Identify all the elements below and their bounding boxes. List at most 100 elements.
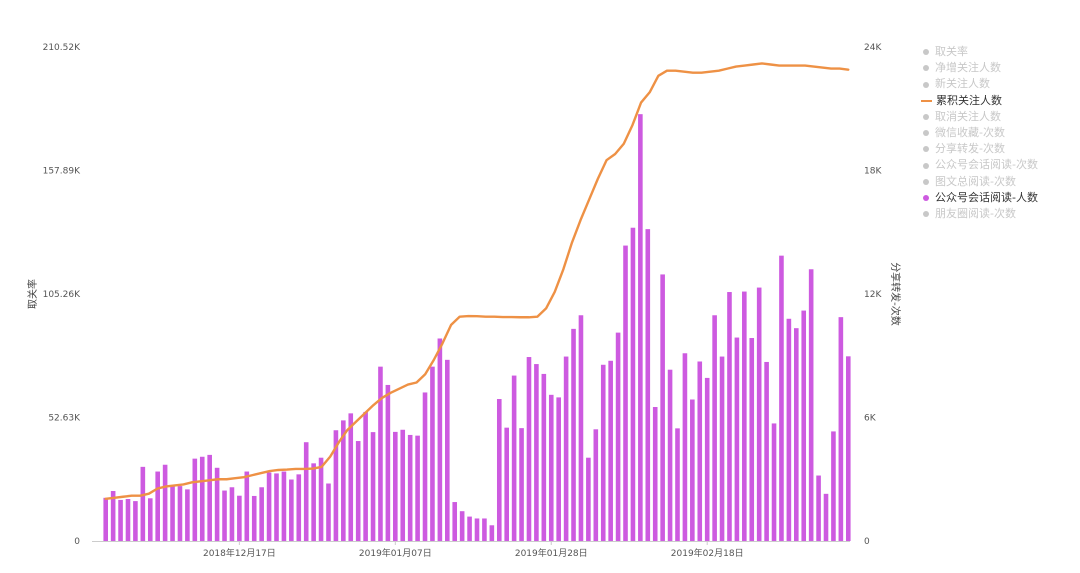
bar bbox=[474, 518, 480, 541]
legend-item[interactable]: 累积关注人数 bbox=[920, 93, 1038, 109]
bar bbox=[489, 525, 495, 541]
bar bbox=[147, 498, 153, 541]
bar bbox=[118, 499, 123, 541]
bar bbox=[630, 227, 636, 542]
bar bbox=[593, 429, 599, 541]
bar bbox=[222, 490, 227, 541]
bar bbox=[667, 369, 673, 541]
bar bbox=[229, 487, 235, 541]
legend-label: 取消关注人数 bbox=[935, 109, 1001, 123]
legend-dot-marker bbox=[923, 113, 929, 120]
legend-item[interactable]: 图文总阅读-次数 bbox=[920, 174, 1038, 190]
x-tick-label: 2019年01月07日 bbox=[359, 547, 432, 559]
legend-item[interactable]: 净增关注人数 bbox=[920, 60, 1038, 76]
bar bbox=[816, 475, 821, 541]
legend-label: 取关率 bbox=[935, 45, 968, 58]
bar bbox=[838, 317, 844, 541]
legend-item[interactable]: 公众号会话阅读-人数 bbox=[920, 190, 1038, 206]
bar bbox=[786, 318, 792, 541]
bar bbox=[355, 441, 361, 541]
bar bbox=[719, 356, 725, 541]
bar bbox=[333, 430, 339, 541]
bar bbox=[296, 474, 302, 541]
bar bbox=[823, 493, 829, 541]
bar bbox=[452, 502, 458, 541]
legend-label: 微信收藏-次数 bbox=[935, 126, 1005, 140]
bar bbox=[756, 287, 762, 541]
bar bbox=[214, 467, 220, 541]
bar bbox=[422, 392, 428, 541]
bar bbox=[237, 495, 242, 541]
legend-label: 图文总阅读-次数 bbox=[935, 174, 1016, 188]
legend-item[interactable]: 公众号会话阅读-次数 bbox=[920, 157, 1038, 173]
legend-item[interactable]: 取消关注人数 bbox=[920, 109, 1038, 125]
legend-dot-marker bbox=[923, 194, 929, 201]
bar bbox=[496, 399, 502, 541]
bar bbox=[370, 432, 376, 541]
bar bbox=[794, 328, 799, 541]
legend-item[interactable]: 新关注人数 bbox=[920, 76, 1038, 92]
bar bbox=[445, 359, 450, 541]
y-left-tick-label: 210.52K bbox=[43, 43, 81, 53]
bar bbox=[779, 255, 784, 541]
bar bbox=[845, 356, 851, 541]
bar bbox=[393, 431, 398, 541]
bar bbox=[534, 364, 539, 541]
bar bbox=[712, 315, 717, 541]
bar bbox=[600, 364, 606, 541]
legend-dot-marker bbox=[923, 81, 929, 88]
bar bbox=[341, 420, 346, 541]
bar bbox=[563, 356, 569, 541]
bar bbox=[303, 442, 309, 541]
y-left-tick-label: 157.89K bbox=[43, 167, 81, 177]
bar bbox=[348, 413, 354, 541]
bar bbox=[771, 423, 777, 541]
y-right-tick-label: 0 bbox=[864, 537, 870, 547]
bar bbox=[192, 458, 198, 541]
bar bbox=[133, 501, 138, 541]
bar bbox=[199, 456, 205, 541]
bar bbox=[578, 315, 584, 541]
bar bbox=[652, 407, 658, 541]
x-tick-label: 2019年02月18日 bbox=[671, 547, 744, 559]
legend-dot-marker bbox=[923, 178, 929, 185]
legend-dot-marker bbox=[923, 211, 929, 218]
bar bbox=[645, 229, 651, 541]
legend-dot-marker bbox=[923, 146, 929, 153]
legend-dot-marker bbox=[923, 49, 929, 56]
legend-label: 累积关注人数 bbox=[936, 93, 1002, 107]
bar bbox=[251, 495, 257, 541]
y-right-tick-label: 12K bbox=[864, 290, 882, 300]
legend-item[interactable]: 微信收藏-次数 bbox=[920, 125, 1038, 141]
legend-item[interactable]: 朋友圈阅读-次数 bbox=[920, 206, 1038, 222]
bar bbox=[103, 497, 109, 541]
bar bbox=[727, 292, 732, 541]
bar bbox=[749, 338, 755, 541]
bar bbox=[511, 375, 517, 541]
bar bbox=[808, 269, 814, 541]
y-left-axis-title: 取关率 bbox=[26, 279, 39, 309]
bar bbox=[541, 373, 547, 541]
bar bbox=[177, 486, 183, 541]
legend-item[interactable]: 分享转发-次数 bbox=[920, 141, 1038, 157]
y-right-tick-label: 6K bbox=[864, 414, 877, 424]
legend: 取关率净增关注人数 新关注人数 累积关注人数 取消关注人数 微信收藏-次数 分享转发-次数… bbox=[920, 44, 1038, 222]
y-right-tick-label: 18K bbox=[864, 167, 882, 177]
bar bbox=[185, 489, 190, 541]
legend-label: 公众号会话阅读-人数 bbox=[935, 190, 1038, 204]
bar bbox=[571, 328, 576, 541]
y-left-tick-label: 52.63K bbox=[48, 414, 81, 424]
series-line bbox=[104, 62, 850, 500]
bar bbox=[326, 483, 331, 541]
y-left-tick-label: 105.26K bbox=[43, 290, 81, 300]
bar bbox=[638, 114, 643, 541]
bar bbox=[437, 338, 443, 541]
bar bbox=[162, 464, 168, 541]
bar bbox=[140, 466, 146, 541]
bar bbox=[244, 471, 250, 541]
bar bbox=[519, 428, 524, 541]
legend-item[interactable]: 取关率 bbox=[920, 44, 1038, 60]
bar bbox=[801, 310, 807, 541]
bar bbox=[415, 435, 420, 541]
